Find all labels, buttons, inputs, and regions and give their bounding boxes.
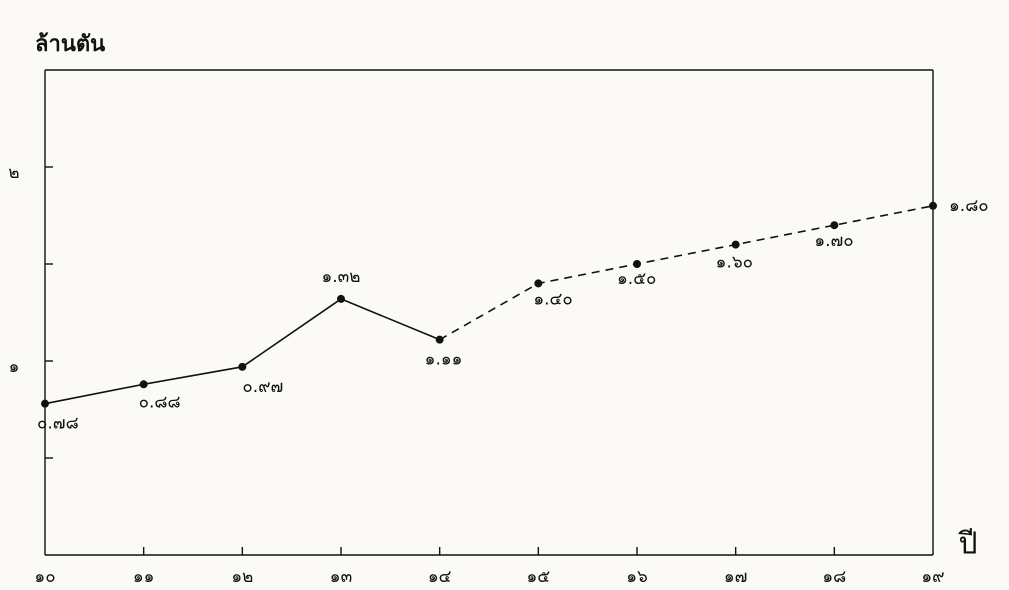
data-label: ๑.๔๐	[533, 289, 572, 309]
x-tick-label: ๑๗	[724, 567, 748, 587]
point	[435, 335, 444, 344]
data-label: ๑.๗๐	[814, 231, 853, 251]
point	[238, 362, 247, 371]
data-label: ๐.๗๘	[37, 414, 79, 434]
x-tick-label: ๑๖	[626, 567, 648, 587]
data-label: ๐.๙๗	[242, 377, 283, 397]
x-tick-label: ๑๔	[428, 567, 452, 587]
data-label: ๑.๓๒	[321, 267, 360, 287]
x-tick-label: ๑๕	[526, 567, 550, 587]
x-tick-label: ๑๑	[133, 567, 155, 587]
point	[731, 240, 740, 249]
point	[337, 294, 345, 303]
x-tick-label: ๑๒	[231, 567, 253, 587]
point	[41, 399, 49, 408]
y-tick-label: ๑	[9, 357, 20, 377]
point	[139, 380, 148, 389]
point	[633, 260, 641, 268]
data-label: ๑.๘๐	[949, 196, 989, 216]
y-tick-label: ๒	[8, 163, 19, 183]
data-label: ๑.๕๐	[617, 269, 656, 289]
point	[929, 201, 937, 210]
y-axis-label: ล้านตัน	[35, 32, 105, 57]
x-tick-label: ๑๓	[330, 567, 352, 587]
data-label: ๑.๖๐	[716, 253, 753, 273]
point	[830, 221, 839, 230]
x-tick-label: ๑๐	[34, 567, 55, 587]
data-label: ๑.๑๑	[425, 350, 463, 370]
data-label: ๐.๘๘	[139, 392, 181, 412]
x-tick-label: ๑๘	[822, 567, 846, 587]
x-axis-label: ปี	[958, 527, 978, 562]
x-tick-label: ๑๙	[921, 567, 944, 587]
point	[534, 279, 543, 288]
